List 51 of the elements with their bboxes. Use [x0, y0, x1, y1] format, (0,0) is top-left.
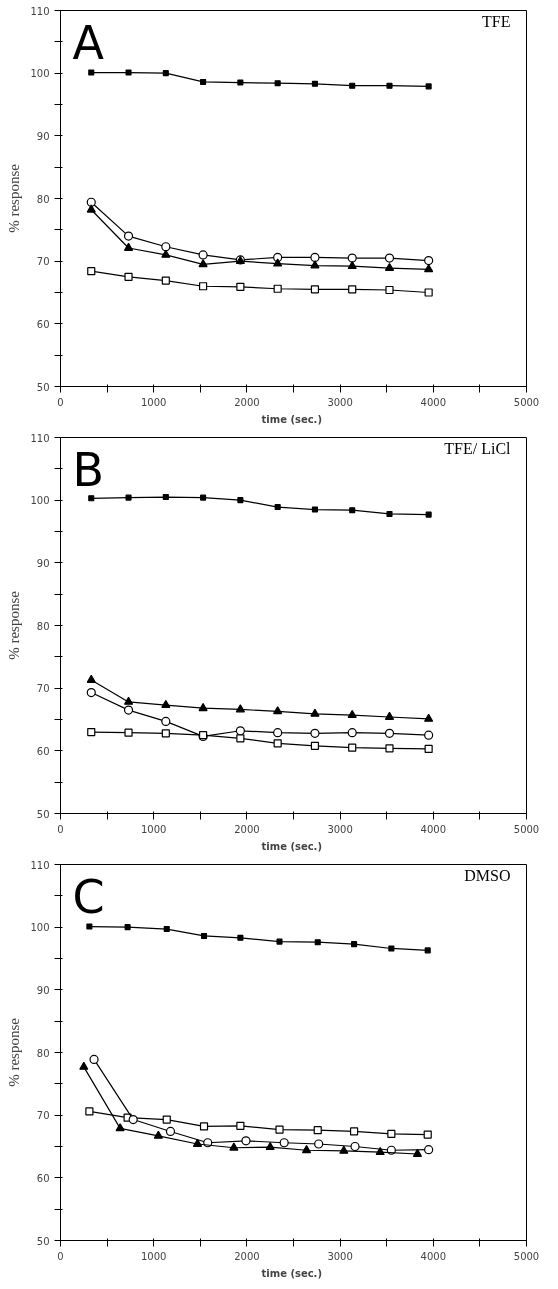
y-tick-label: 90 — [36, 984, 50, 996]
x-tick-label: 3000 — [327, 1250, 353, 1262]
y-tick-label: 90 — [36, 557, 50, 569]
chart-subtitle: TFE — [482, 12, 511, 30]
x-tick-label: 5000 — [513, 396, 540, 408]
y-tick-label: 100 — [30, 68, 50, 80]
y-tick-label: 90 — [36, 130, 50, 142]
x-tick-label: 4000 — [420, 396, 447, 408]
y-tick-label: 110 — [30, 432, 50, 444]
x-tick-label: 5000 — [513, 1250, 540, 1262]
chart-title: C — [72, 869, 105, 924]
y-tick-label: 50 — [36, 381, 50, 393]
x-tick-label: 1000 — [140, 396, 167, 408]
x-tick-label: 3000 — [327, 823, 353, 835]
x-tick-label: 1000 — [140, 823, 167, 835]
y-tick-label: 70 — [36, 683, 50, 695]
y-tick-label: 60 — [36, 1172, 50, 1184]
chart-subtitle: TFE/ LiCl — [444, 439, 512, 457]
x-axis-title: time (sec.) — [261, 413, 323, 425]
x-tick-label: 1000 — [140, 1250, 167, 1262]
y-tick-label: 50 — [36, 1235, 50, 1247]
y-tick-label: 100 — [30, 495, 50, 507]
y-axis-title: % response — [6, 163, 23, 233]
y-tick-label: 80 — [36, 620, 50, 632]
x-tick-label: 2000 — [234, 1250, 260, 1262]
x-tick-label: 3000 — [327, 396, 353, 408]
x-tick-label: 2000 — [234, 396, 260, 408]
y-tick-label: 110 — [30, 859, 50, 871]
x-axis-title: time (sec.) — [261, 1267, 323, 1279]
y-tick-label: 70 — [36, 256, 50, 268]
chart-title: A — [72, 15, 105, 70]
y-tick-label: 60 — [36, 745, 50, 757]
y-tick-label: 50 — [36, 808, 50, 820]
x-axis-title: time (sec.) — [261, 840, 323, 852]
x-tick-label: 0 — [57, 823, 64, 835]
y-tick-label: 110 — [30, 5, 50, 17]
x-tick-label: 5000 — [513, 823, 540, 835]
x-tick-label: 0 — [57, 1250, 64, 1262]
x-tick-label: 0 — [57, 396, 64, 408]
x-tick-label: 2000 — [234, 823, 260, 835]
x-tick-label: 4000 — [420, 1250, 447, 1262]
y-tick-label: 80 — [36, 1047, 50, 1059]
y-tick-label: 100 — [30, 922, 50, 934]
y-tick-label: 70 — [36, 1110, 50, 1122]
x-tick-label: 4000 — [420, 823, 447, 835]
y-axis-title: % response — [6, 1017, 23, 1087]
y-tick-label: 60 — [36, 318, 50, 330]
chart-subtitle: DMSO — [464, 866, 511, 884]
chart-title: B — [72, 442, 105, 497]
y-axis-title: % response — [6, 590, 23, 660]
y-tick-label: 80 — [36, 193, 50, 205]
